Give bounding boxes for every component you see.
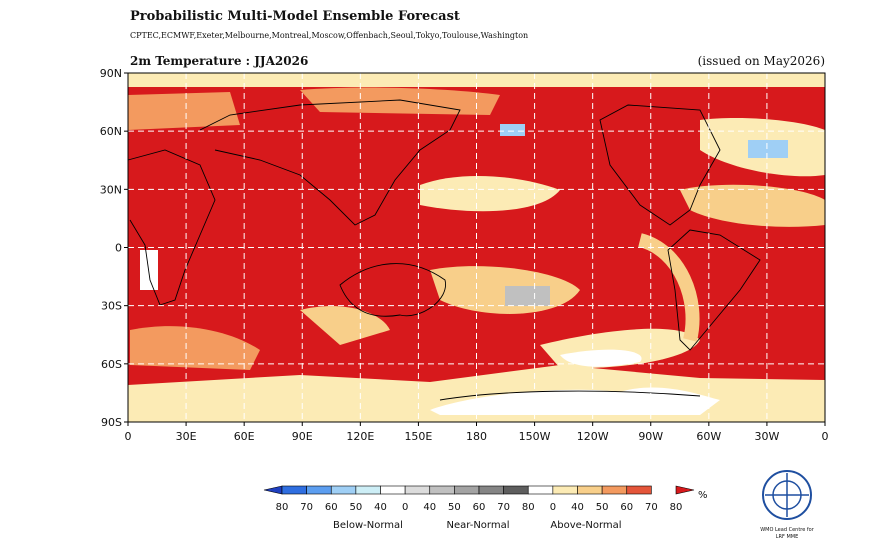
models: CPTEC,ECMWF,Exeter,Melbourne,Montreal,Mo… [130, 31, 528, 40]
lat-label: 60N [100, 125, 122, 138]
colorbar-label: 60 [473, 502, 486, 513]
lat-label: 60S [101, 358, 122, 371]
colorbar-label: 60 [325, 502, 338, 513]
lon-label: 0 [125, 430, 132, 443]
category-label: Below-Normal [333, 520, 403, 531]
colorbar-label: 0 [402, 502, 408, 513]
colorbar-label: 70 [300, 502, 313, 513]
grid [128, 73, 825, 422]
colorbar-cell [527, 485, 554, 495]
category-label: Near-Normal [446, 520, 509, 531]
lat-label: 30S [101, 300, 122, 313]
colorbar-cell [429, 485, 455, 495]
colorbar-label: 80 [276, 502, 289, 513]
lon-label: 180 [466, 430, 487, 443]
lon-label: 150E [404, 430, 432, 443]
colorbar-cell [478, 485, 504, 495]
lat-label: 30N [100, 183, 122, 196]
lon-label: 0 [822, 430, 829, 443]
colorbar-cell [577, 485, 603, 495]
colorbar-label: 40 [423, 502, 436, 513]
colorbar-cell [404, 485, 431, 495]
category-label: Above-Normal [550, 520, 621, 531]
coastlines [127, 99, 761, 401]
logo-text: WMO Lead Centre for [760, 527, 815, 533]
lon-label: 120E [346, 430, 374, 443]
colorbar: 80 70 60 50 40 0 40 50 60 70 80 0 40 50 60 70 80% Below-N… [263, 485, 708, 531]
colorbar-label: 80 [522, 502, 535, 513]
colorbar-label: 50 [596, 502, 609, 513]
colorbar-cell [552, 485, 578, 495]
lat-label: 90S [101, 416, 122, 429]
colorbar-cell [626, 485, 652, 495]
lon-label: 120W [577, 430, 609, 443]
colorbar-end [675, 485, 695, 495]
colorbar-cell [454, 485, 480, 495]
title: Probabilistic Multi-Model Ensemble Forec… [130, 9, 460, 24]
colorbar-cell [355, 485, 381, 495]
variable: 2m Temperature : JJA2026 [130, 54, 308, 68]
lon-label: 60E [234, 430, 255, 443]
colorbar-cell [281, 485, 307, 495]
colorbar-label: 80 [670, 502, 683, 513]
colorbar-cell [306, 485, 332, 495]
colorbar-unit: % [698, 490, 708, 501]
colorbar-label: 0 [550, 502, 556, 513]
colorbar-cell [503, 485, 529, 495]
colorbar-cell [380, 485, 406, 495]
colorbar-label: 70 [645, 502, 658, 513]
lon-label: 90E [292, 430, 313, 443]
logo-text: LRF MME [776, 534, 799, 540]
issued: (issued on May2026) [698, 54, 825, 68]
lon-label: 90W [638, 430, 663, 443]
colorbar-label: 40 [374, 502, 387, 513]
colorbar-label: 40 [571, 502, 584, 513]
lon-label: 30W [754, 430, 779, 443]
lat-label: 0 [115, 242, 122, 255]
colorbar-label: 50 [350, 502, 363, 513]
logo: WMO Lead Centre for LRF MME [760, 470, 815, 540]
colorbar-label: 70 [497, 502, 510, 513]
lon-label: 60W [696, 430, 721, 443]
colorbar-label: 50 [448, 502, 461, 513]
colorbar-cell [601, 485, 628, 495]
lon-label: 30E [176, 430, 197, 443]
colorbar-end [263, 485, 283, 495]
lon-label: 150W [519, 430, 551, 443]
colorbar-cell [330, 485, 357, 495]
colorbar-label: 60 [620, 502, 633, 513]
lat-label: 90N [100, 67, 122, 80]
